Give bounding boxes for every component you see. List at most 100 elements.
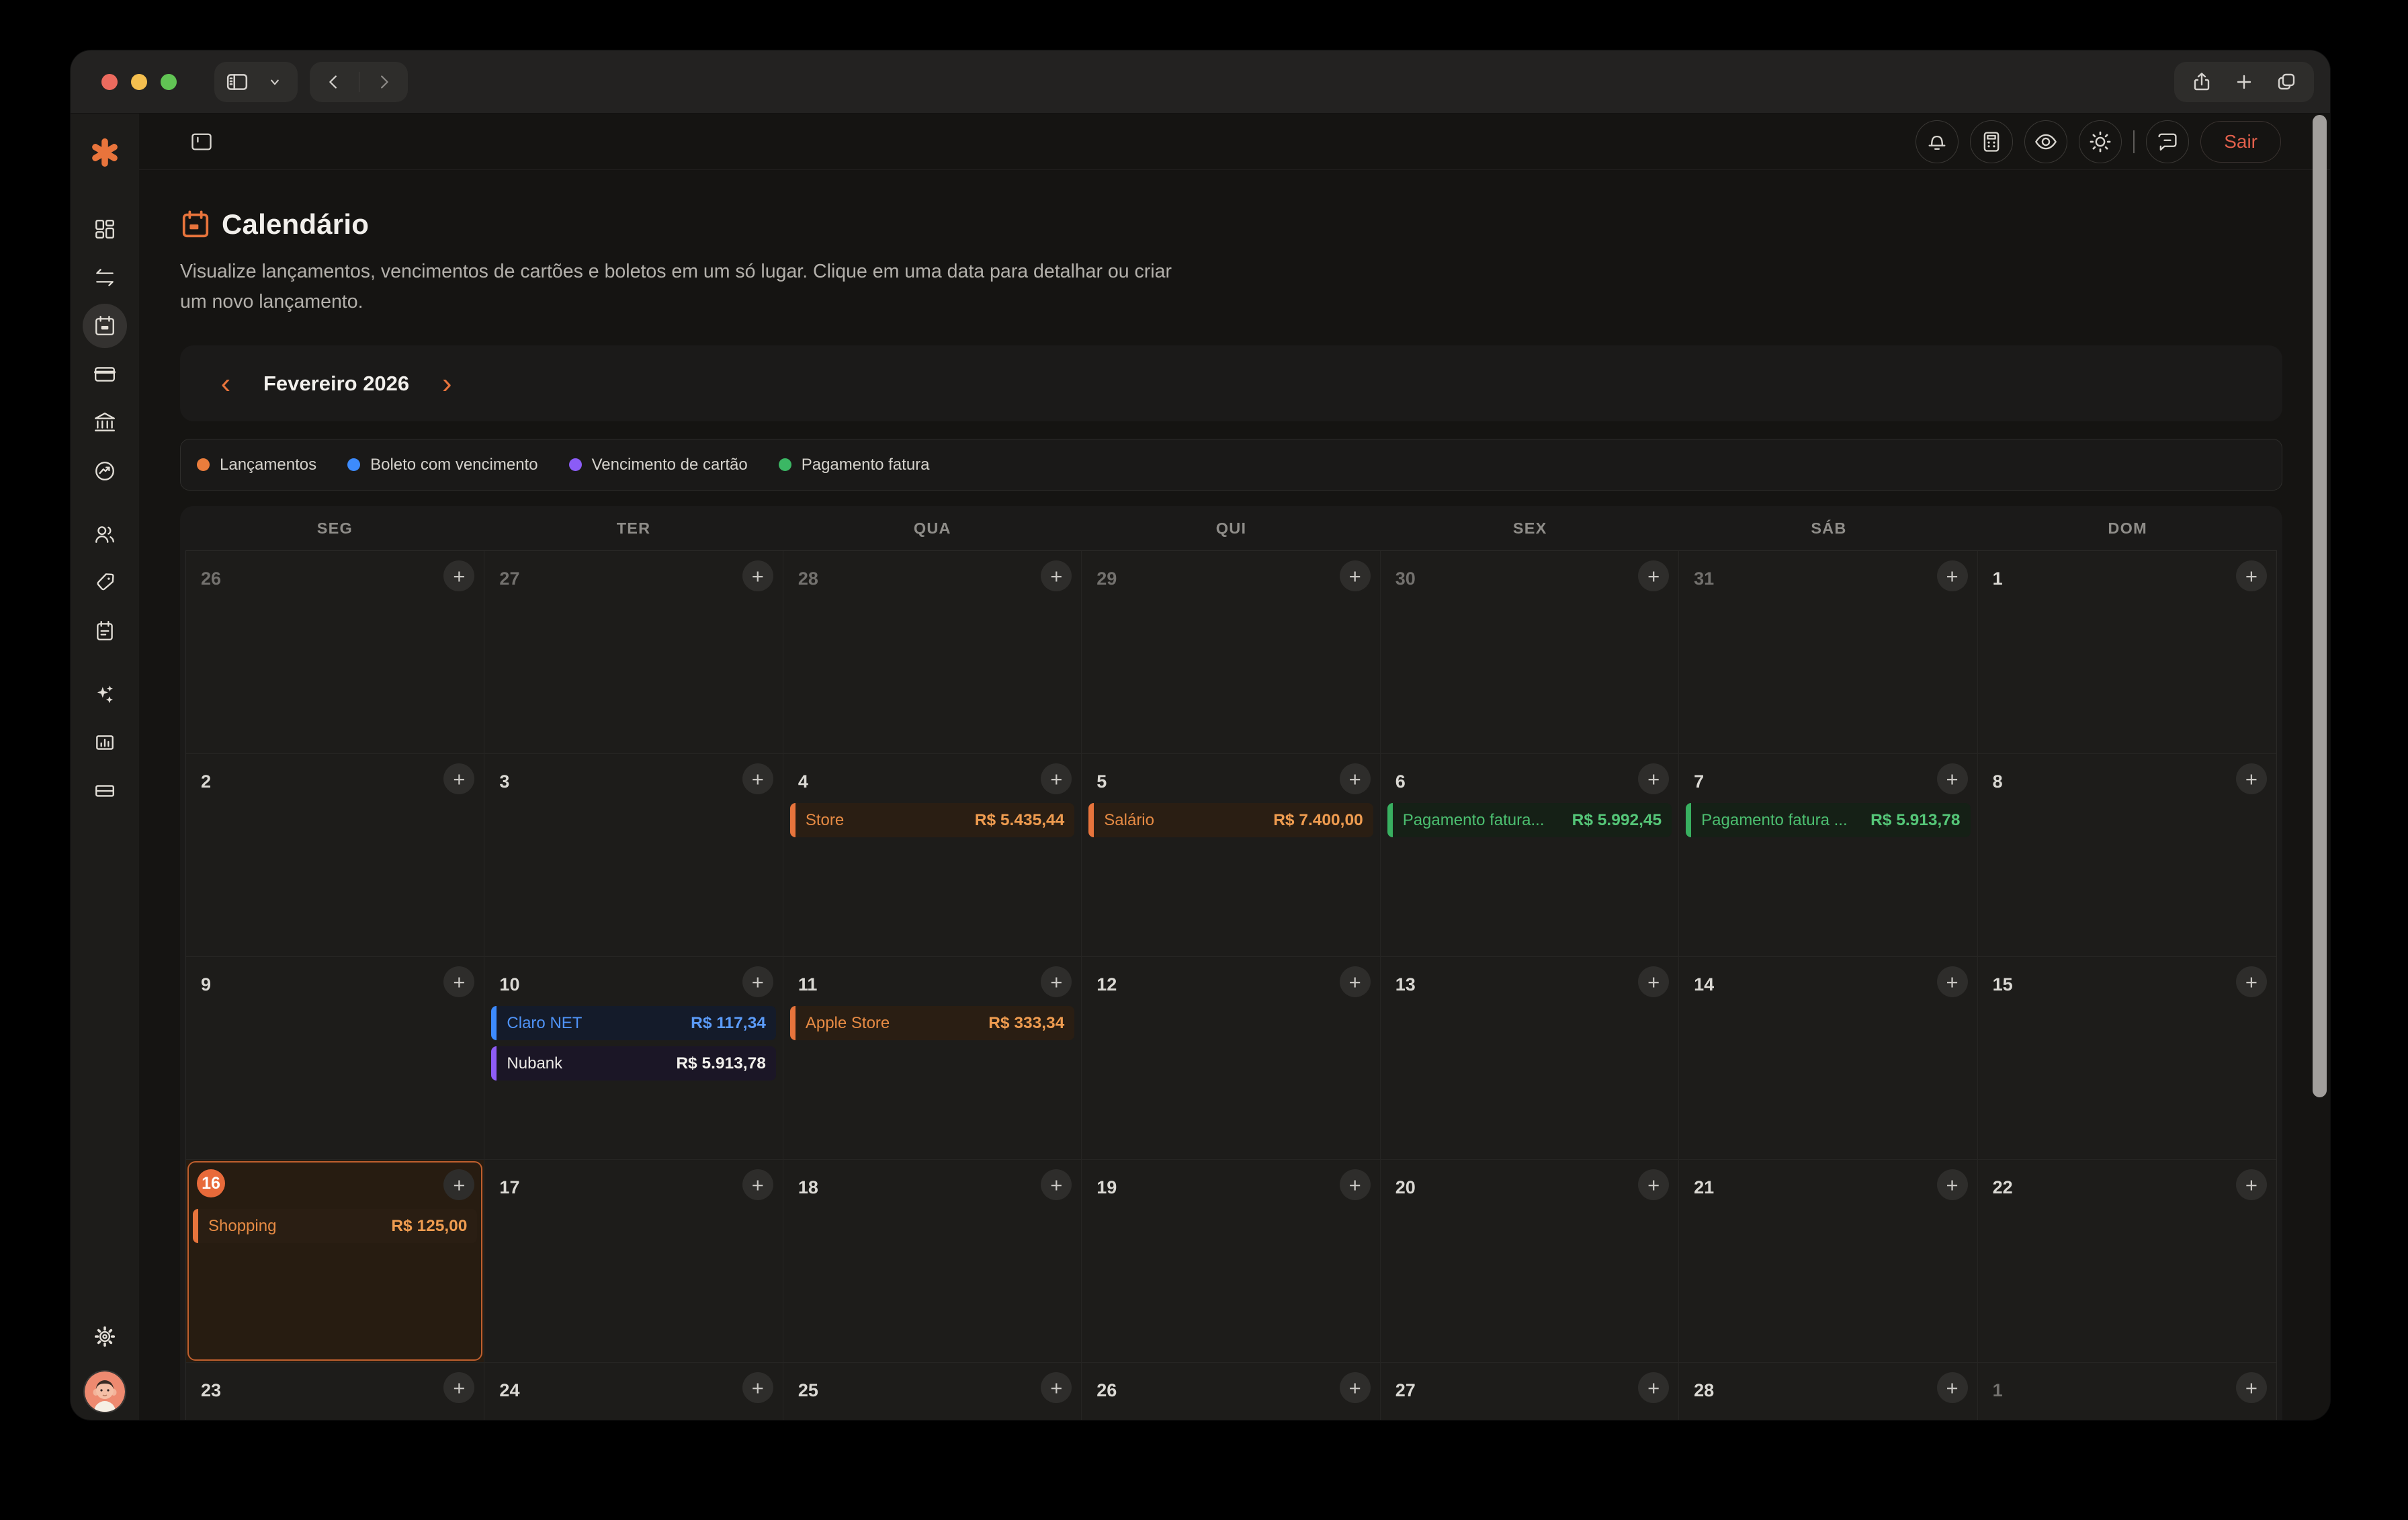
- collapse-sidebar-icon[interactable]: [180, 120, 223, 163]
- sidebar-item-settings[interactable]: [89, 1320, 121, 1353]
- add-event-button[interactable]: +: [1041, 1169, 1072, 1200]
- add-event-button[interactable]: +: [443, 763, 475, 794]
- sidebar-item-cards[interactable]: [89, 358, 121, 390]
- add-event-button[interactable]: +: [443, 966, 475, 997]
- calendar-day-cell[interactable]: 28 +: [783, 551, 1082, 753]
- sidebar-item-planning[interactable]: [89, 615, 121, 647]
- add-event-button[interactable]: +: [1936, 560, 1968, 591]
- add-event-button[interactable]: +: [1339, 1169, 1371, 1200]
- add-event-button[interactable]: +: [1638, 1169, 1670, 1200]
- prev-month-icon[interactable]: ‹: [220, 366, 231, 400]
- add-event-button[interactable]: +: [2235, 1372, 2267, 1403]
- add-event-button[interactable]: +: [742, 966, 773, 997]
- add-event-button[interactable]: +: [742, 1372, 773, 1403]
- calendar-day-cell[interactable]: 1 +: [1977, 551, 2276, 753]
- sidebar-item-accounts[interactable]: [89, 775, 121, 807]
- forward-icon[interactable]: [369, 67, 398, 97]
- calendar-day-cell[interactable]: 31 +: [1679, 551, 1978, 753]
- sidebar-item-investments[interactable]: [89, 455, 121, 487]
- calendar-day-cell[interactable]: 26 +: [1082, 1363, 1381, 1420]
- add-event-button[interactable]: +: [1339, 966, 1371, 997]
- event-chip[interactable]: Pagamento fatura ... R$ 5.913,78: [1686, 803, 1971, 837]
- add-event-button[interactable]: +: [2235, 1169, 2267, 1200]
- calendar-day-cell[interactable]: 13 +: [1380, 957, 1680, 1159]
- new-tab-icon[interactable]: [2229, 67, 2259, 97]
- calendar-day-cell[interactable]: 11 + Apple Store R$ 333,34: [783, 957, 1082, 1159]
- event-chip[interactable]: Salário R$ 7.400,00: [1088, 803, 1373, 837]
- add-event-button[interactable]: +: [2235, 966, 2267, 997]
- add-event-button[interactable]: +: [2235, 763, 2267, 794]
- add-event-button[interactable]: +: [443, 1372, 475, 1403]
- calendar-day-cell[interactable]: 7 + Pagamento fatura ... R$ 5.913,78: [1679, 754, 1978, 956]
- share-icon[interactable]: [2187, 67, 2217, 97]
- logout-button[interactable]: Sair: [2200, 120, 2281, 163]
- calendar-day-cell[interactable]: 10 + Claro NET R$ 117,34 Nubank R$ 5.913…: [484, 957, 783, 1159]
- calendar-day-cell[interactable]: 27 +: [1380, 1363, 1680, 1420]
- calendar-day-cell[interactable]: 2 +: [186, 754, 485, 956]
- minimize-window-button[interactable]: [131, 73, 147, 90]
- tab-overview-icon[interactable]: [2272, 67, 2301, 97]
- calendar-day-cell[interactable]: 17 +: [484, 1160, 783, 1362]
- calendar-day-cell[interactable]: 28 +: [1679, 1363, 1978, 1420]
- event-chip[interactable]: Pagamento fatura... R$ 5.992,45: [1387, 803, 1672, 837]
- calendar-day-cell[interactable]: 14 +: [1679, 957, 1978, 1159]
- calendar-day-cell[interactable]: 16 + Shopping R$ 125,00: [186, 1160, 485, 1362]
- add-event-button[interactable]: +: [1041, 560, 1072, 591]
- add-event-button[interactable]: +: [1041, 966, 1072, 997]
- add-event-button[interactable]: +: [1339, 1372, 1371, 1403]
- notifications-bell-icon[interactable]: [1916, 120, 1959, 163]
- calendar-day-cell[interactable]: 25 +: [783, 1363, 1082, 1420]
- event-chip[interactable]: Store R$ 5.435,44: [789, 803, 1075, 837]
- feedback-chat-icon[interactable]: [2146, 120, 2190, 163]
- add-event-button[interactable]: +: [742, 763, 773, 794]
- privacy-eye-icon[interactable]: [2024, 120, 2068, 163]
- browser-sidebar-icon[interactable]: [222, 67, 252, 97]
- add-event-button[interactable]: +: [1041, 1372, 1072, 1403]
- add-event-button[interactable]: +: [1638, 1372, 1670, 1403]
- sidebar-item-members[interactable]: [89, 518, 121, 550]
- add-event-button[interactable]: +: [2235, 560, 2267, 591]
- sidebar-item-banks[interactable]: [89, 407, 121, 439]
- sidebar-item-calendar[interactable]: [83, 304, 127, 348]
- add-event-button[interactable]: +: [443, 1169, 475, 1200]
- add-event-button[interactable]: +: [1041, 763, 1072, 794]
- add-event-button[interactable]: +: [1936, 1169, 1968, 1200]
- add-event-button[interactable]: +: [1339, 763, 1371, 794]
- event-chip[interactable]: Shopping R$ 125,00: [193, 1209, 478, 1243]
- calendar-day-cell[interactable]: 30 +: [1380, 551, 1680, 753]
- back-icon[interactable]: [319, 67, 349, 97]
- add-event-button[interactable]: +: [742, 560, 773, 591]
- calendar-day-cell[interactable]: 12 +: [1082, 957, 1381, 1159]
- sidebar-item-dashboard[interactable]: [89, 213, 121, 245]
- calendar-day-cell[interactable]: 4 + Store R$ 5.435,44: [783, 754, 1082, 956]
- calendar-day-cell[interactable]: 1 +: [1977, 1363, 2276, 1420]
- add-event-button[interactable]: +: [1936, 966, 1968, 997]
- event-chip[interactable]: Claro NET R$ 117,34: [491, 1006, 776, 1040]
- add-event-button[interactable]: +: [1936, 1372, 1968, 1403]
- next-month-icon[interactable]: ›: [441, 366, 452, 400]
- calendar-day-cell[interactable]: 9 +: [186, 957, 485, 1159]
- calendar-day-cell[interactable]: 18 +: [783, 1160, 1082, 1362]
- calendar-day-cell[interactable]: 22 +: [1977, 1160, 2276, 1362]
- calendar-day-cell[interactable]: 15 +: [1977, 957, 2276, 1159]
- calendar-day-cell[interactable]: 21 +: [1679, 1160, 1978, 1362]
- user-avatar[interactable]: [83, 1370, 126, 1413]
- event-chip[interactable]: Nubank R$ 5.913,78: [491, 1046, 776, 1081]
- add-event-button[interactable]: +: [443, 560, 475, 591]
- close-window-button[interactable]: [101, 73, 118, 90]
- add-event-button[interactable]: +: [1638, 763, 1670, 794]
- sidebar-item-categories[interactable]: [89, 566, 121, 599]
- add-event-button[interactable]: +: [1638, 966, 1670, 997]
- add-event-button[interactable]: +: [742, 1169, 773, 1200]
- calendar-day-cell[interactable]: 19 +: [1082, 1160, 1381, 1362]
- add-event-button[interactable]: +: [1638, 560, 1670, 591]
- calendar-day-cell[interactable]: 23 +: [186, 1363, 485, 1420]
- sidebar-item-ai-assistant[interactable]: [89, 678, 121, 710]
- add-event-button[interactable]: +: [1936, 763, 1968, 794]
- event-chip[interactable]: Apple Store R$ 333,34: [789, 1006, 1075, 1040]
- page-scrollbar[interactable]: [2313, 115, 2327, 1097]
- add-event-button[interactable]: +: [1339, 560, 1371, 591]
- calendar-day-cell[interactable]: 27 +: [484, 551, 783, 753]
- sidebar-item-transactions[interactable]: [89, 261, 121, 294]
- calendar-day-cell[interactable]: 5 + Salário R$ 7.400,00: [1082, 754, 1381, 956]
